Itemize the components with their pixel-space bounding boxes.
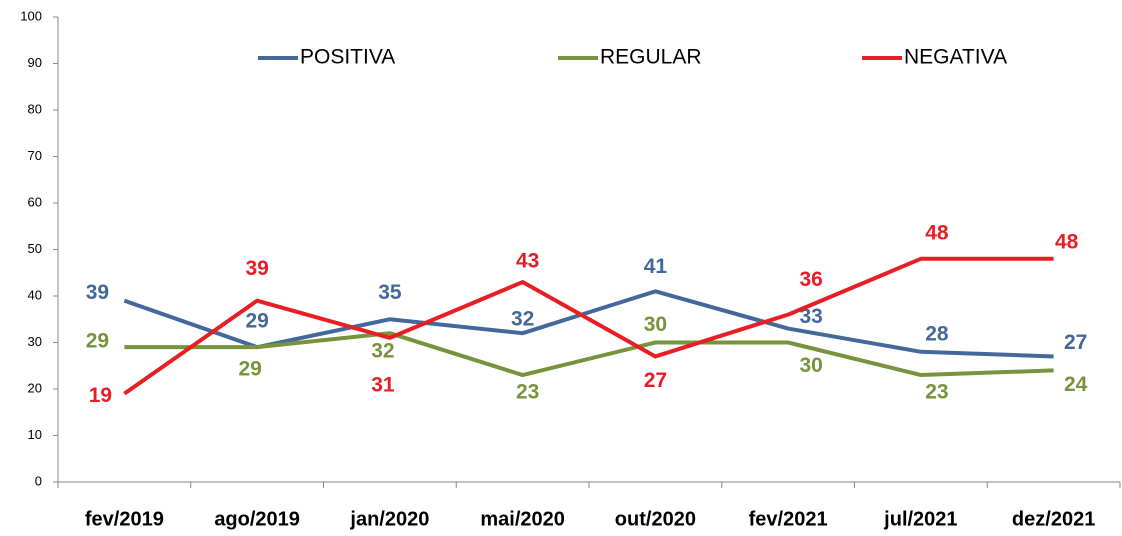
y-tick-label: 50 xyxy=(28,241,42,256)
y-tick-label: 100 xyxy=(20,8,42,23)
series-line xyxy=(123,289,1054,359)
x-tick-label: ago/2019 xyxy=(214,508,300,530)
data-label: 23 xyxy=(516,381,539,404)
x-tick-label: jan/2020 xyxy=(349,508,429,530)
x-tick-label: out/2020 xyxy=(615,508,696,530)
data-label: 30 xyxy=(644,313,667,336)
x-tick-label: mai/2020 xyxy=(480,508,565,530)
data-label: 19 xyxy=(89,384,112,407)
y-tick-label: 20 xyxy=(28,380,42,395)
data-label: 29 xyxy=(238,358,261,381)
data-label: 27 xyxy=(644,369,667,392)
data-label: 48 xyxy=(925,221,949,244)
data-label: 39 xyxy=(245,257,268,280)
y-tick-label: 90 xyxy=(28,55,42,70)
data-label: 31 xyxy=(371,373,395,396)
data-label: 39 xyxy=(86,281,109,304)
data-label: 32 xyxy=(511,308,534,331)
y-tick-label: 70 xyxy=(28,148,42,163)
y-tick-label: 10 xyxy=(28,427,42,442)
data-label: 30 xyxy=(799,354,822,377)
y-tick-label: 60 xyxy=(28,194,42,209)
y-tick-label: 0 xyxy=(35,473,42,488)
data-label: 32 xyxy=(371,340,394,363)
y-tick-label: 80 xyxy=(28,101,42,116)
data-label: 24 xyxy=(1064,373,1088,396)
data-label: 27 xyxy=(1064,331,1087,354)
data-label: 43 xyxy=(516,250,539,273)
data-label: 28 xyxy=(925,322,949,345)
data-label: 33 xyxy=(799,305,822,328)
x-tick-label: dez/2021 xyxy=(1012,508,1095,530)
data-label: 23 xyxy=(925,381,948,404)
legend-label: REGULAR xyxy=(600,46,702,69)
series-line xyxy=(124,331,1054,378)
legend-label: NEGATIVA xyxy=(904,46,1007,69)
data-label: 36 xyxy=(799,268,822,291)
y-tick-label: 40 xyxy=(28,287,42,302)
x-tick-label: fev/2019 xyxy=(85,508,164,530)
data-label: 48 xyxy=(1055,230,1079,253)
legend-label: POSITIVA xyxy=(300,46,395,69)
x-tick-label: fev/2021 xyxy=(749,508,828,530)
y-tick-label: 30 xyxy=(28,334,42,349)
data-label: 29 xyxy=(86,330,109,353)
data-label: 35 xyxy=(378,281,402,304)
data-label: 29 xyxy=(245,310,268,333)
x-tick-label: jul/2021 xyxy=(883,508,957,530)
series-line xyxy=(123,256,1054,396)
data-label: 41 xyxy=(644,255,668,278)
